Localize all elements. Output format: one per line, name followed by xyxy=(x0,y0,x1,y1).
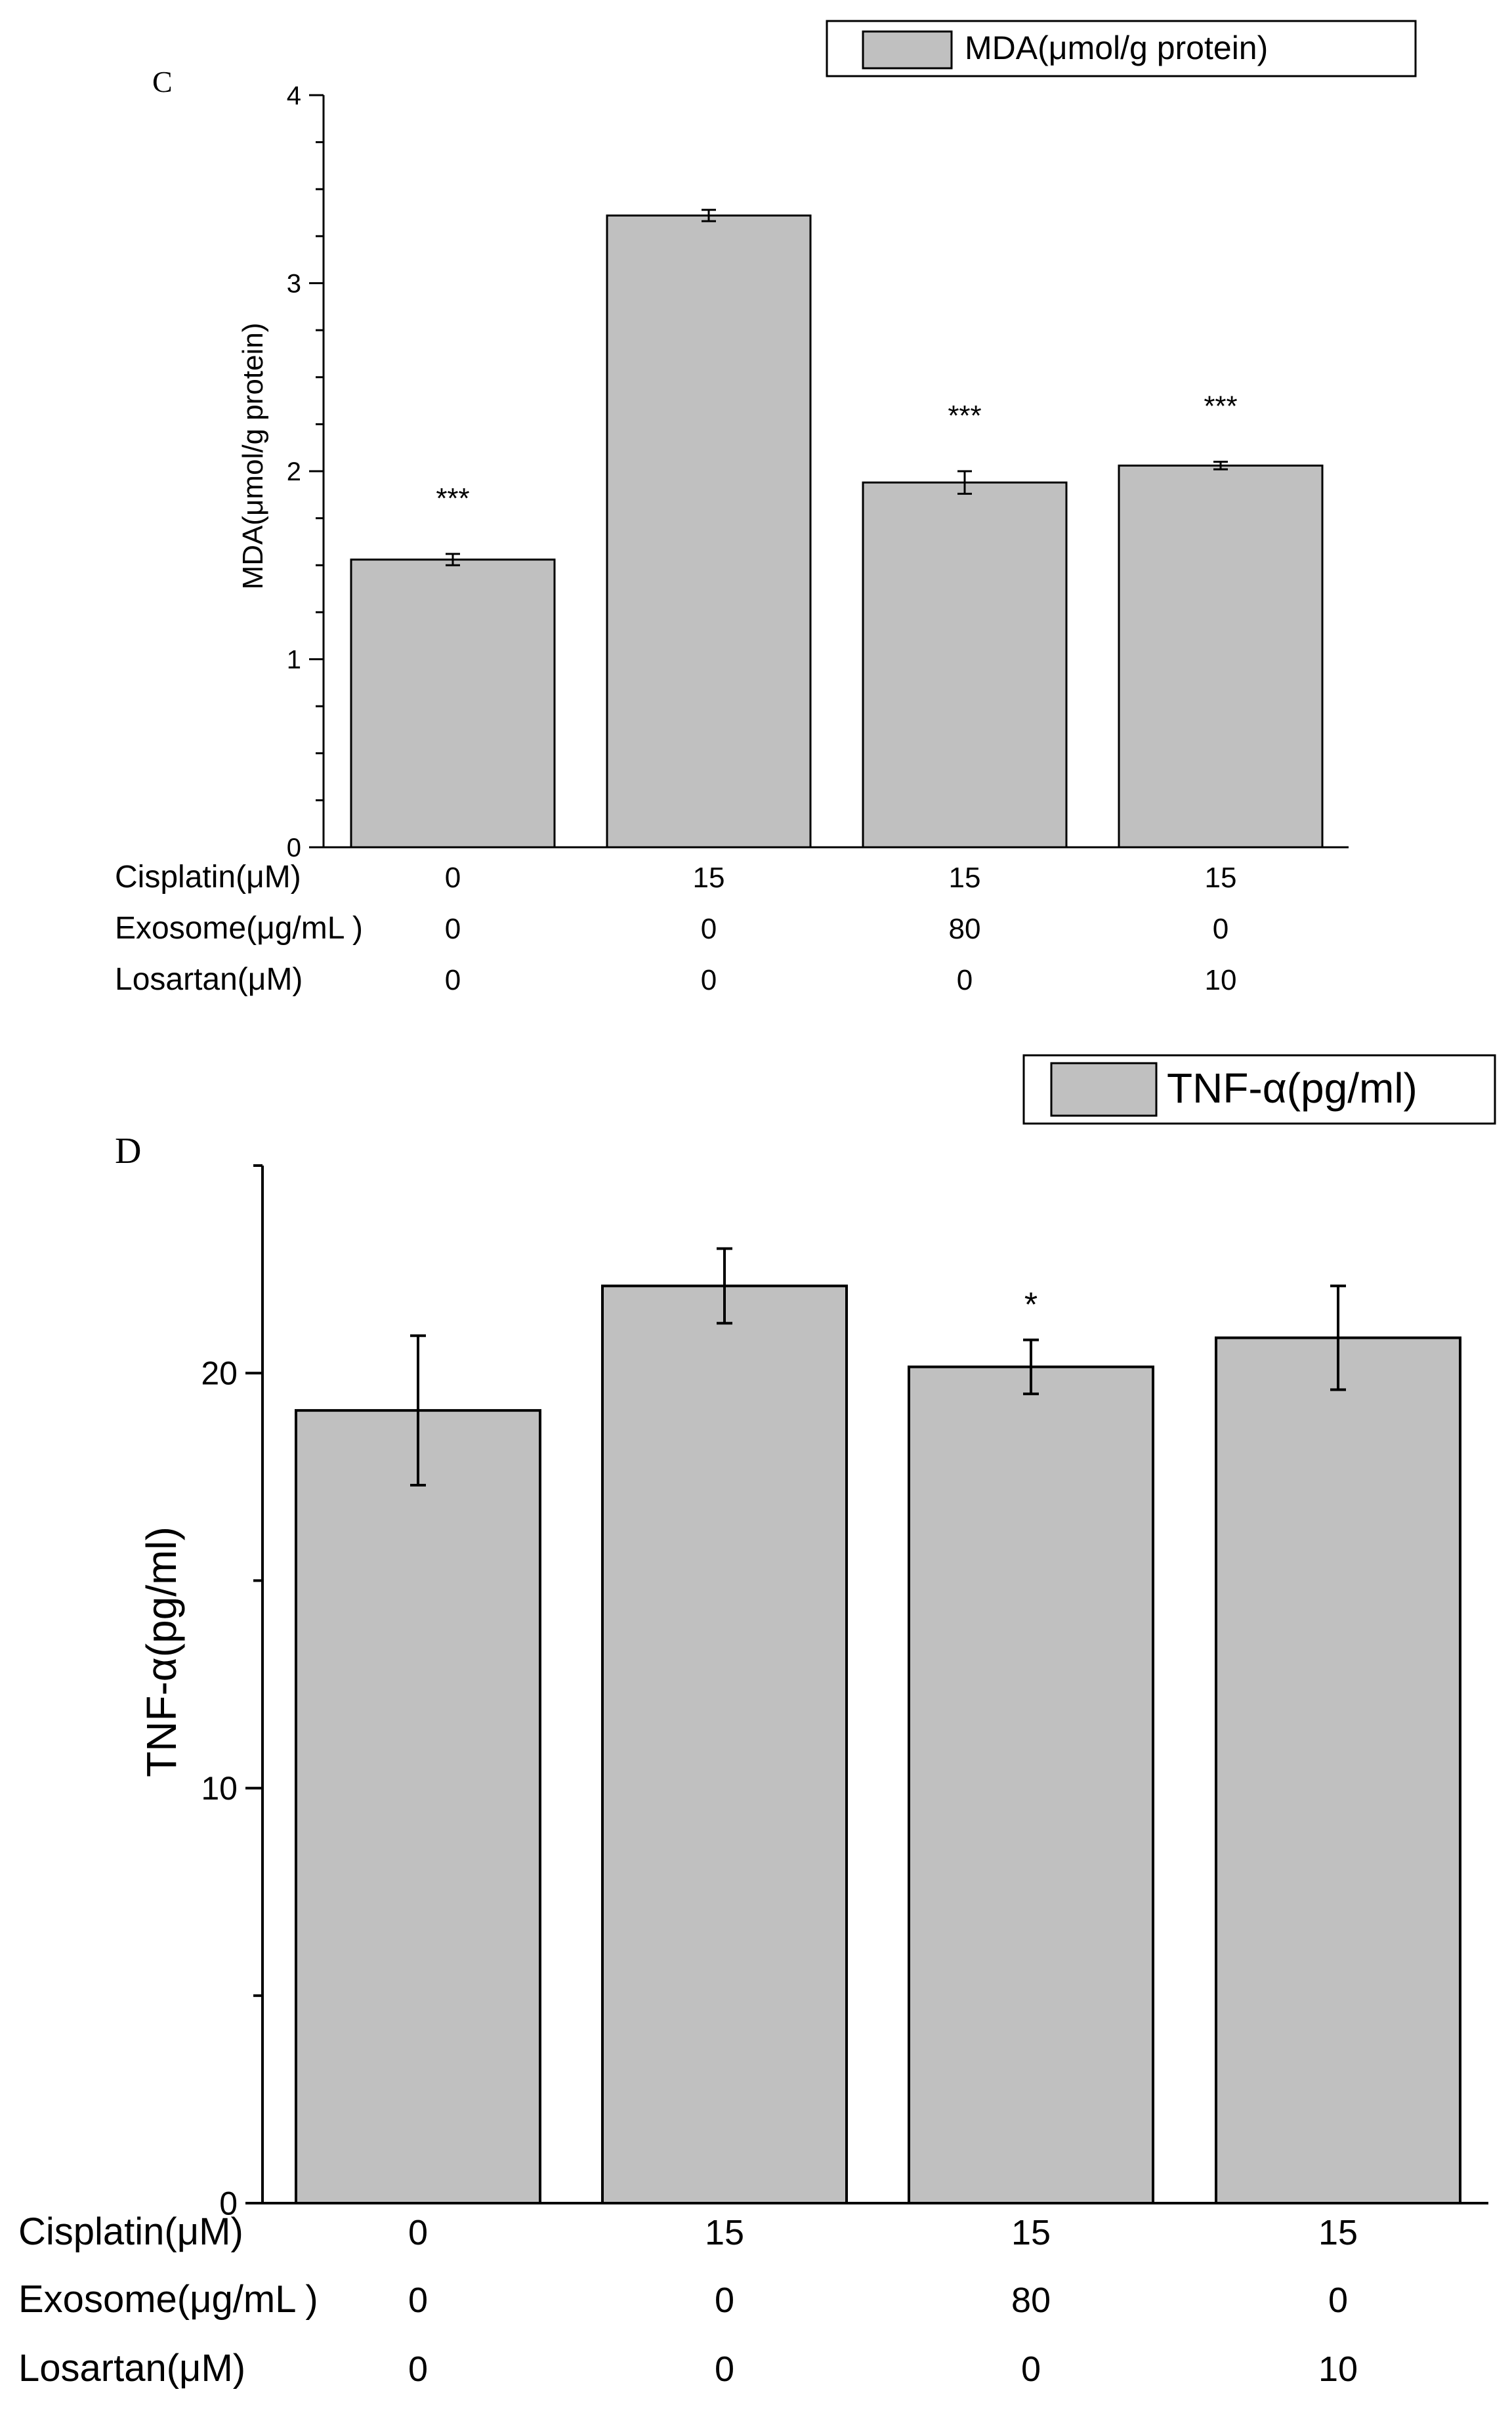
panel-d-y-axis-label: TNF-α(pg/ml) xyxy=(138,1527,185,1777)
panel-c-y-axis-label: MDA(μmol/g protein) xyxy=(237,323,269,590)
treatment-value: 0 xyxy=(445,913,461,945)
bar-4 xyxy=(1118,464,1324,849)
y-tick-label: 3 xyxy=(287,270,301,299)
treatment-value: 15 xyxy=(693,862,725,894)
treatment-value: 0 xyxy=(408,2213,428,2252)
treatment-value: 15 xyxy=(1205,862,1237,894)
significance-mark-3: * xyxy=(1024,1286,1038,1324)
significance-mark-1: *** xyxy=(436,482,469,515)
panel-c-legend-text: MDA(μmol/g protein) xyxy=(965,30,1268,66)
treatment-value: 0 xyxy=(445,862,461,894)
treatment-value: 0 xyxy=(1328,2281,1348,2320)
bar-2 xyxy=(606,214,812,849)
treatment-value: 0 xyxy=(445,964,461,996)
y-tick-label: 2 xyxy=(287,457,301,486)
significance-mark-4: *** xyxy=(1204,390,1237,423)
treatment-value: 0 xyxy=(408,2281,428,2320)
y-tick-label: 20 xyxy=(201,1355,238,1392)
treatment-value: 80 xyxy=(949,913,981,945)
treatment-value: 0 xyxy=(1021,2349,1041,2389)
panel-d-legend: TNF-α(pg/ml) xyxy=(1022,1054,1496,1125)
panel-c-treatment-table: Cisplatin(μM) 0 15 15 15 Exosome(μg/mL ) 0 0 80 0… xyxy=(115,860,1236,997)
treatment-row-label: Exosome(μg/mL ) xyxy=(115,911,363,946)
treatment-row-label: Losartan(μM) xyxy=(115,962,303,997)
treatment-value: 15 xyxy=(949,862,981,894)
bar-3 xyxy=(908,1365,1154,2205)
error-bar-4 xyxy=(1330,1284,1346,1391)
panel-c-y-tick-labels: 0 1 2 3 4 xyxy=(287,81,301,862)
panel-d-treatment-table: Cisplatin(μM) 0 15 15 15 Exosome(μg/mL ) 0 0 80 0… xyxy=(18,2210,1358,2390)
panel-c-bars xyxy=(350,214,1324,849)
panel-d-legend-text: TNF-α(pg/ml) xyxy=(1167,1064,1418,1112)
treatment-value: 10 xyxy=(1205,964,1237,996)
treatment-value: 0 xyxy=(957,964,973,996)
treatment-value: 10 xyxy=(1318,2349,1358,2389)
bar-1 xyxy=(295,1409,541,2204)
y-tick-label: 1 xyxy=(287,646,301,675)
panel-d-label: D xyxy=(115,1131,141,1171)
panel-d-significance-marks: * xyxy=(1024,1286,1038,1324)
panel-c-axes xyxy=(309,94,1349,849)
treatment-value: 0 xyxy=(701,913,717,945)
panel-d-error-bars xyxy=(410,1247,1346,1486)
treatment-row-label: Cisplatin(μM) xyxy=(115,860,301,895)
treatment-value: 0 xyxy=(715,2349,734,2389)
panel-c-legend: MDA(μmol/g protein) xyxy=(826,20,1417,77)
treatment-value: 15 xyxy=(705,2213,744,2252)
panel-c-significance-marks: *** *** *** xyxy=(436,390,1237,515)
bar-1 xyxy=(350,558,556,849)
treatment-row-label: Cisplatin(μM) xyxy=(18,2210,243,2253)
significance-mark-3: *** xyxy=(948,400,981,432)
panel-c-mda-chart: C MDA(μmol/g protein) MDA(μmol/g protein… xyxy=(115,20,1417,997)
panel-d-legend-swatch xyxy=(1050,1062,1158,1117)
panel-d-axes xyxy=(245,1164,1488,2204)
panel-c-error-bars xyxy=(446,209,1228,566)
treatment-row-label: Losartan(μM) xyxy=(18,2347,245,2390)
y-tick-label: 0 xyxy=(287,833,301,862)
error-bar-1 xyxy=(446,553,460,566)
panel-c-label: C xyxy=(152,65,173,98)
bar-2 xyxy=(601,1284,848,2204)
error-bar-3 xyxy=(957,470,972,495)
error-bar-4 xyxy=(1213,461,1228,471)
y-tick-label: 4 xyxy=(287,81,301,110)
treatment-row-label: Exosome(μg/mL ) xyxy=(18,2278,318,2321)
panel-d-bars xyxy=(295,1284,1461,2205)
y-tick-label: 0 xyxy=(219,2185,238,2222)
error-bar-1 xyxy=(410,1334,426,1486)
error-bar-2 xyxy=(717,1247,732,1325)
bar-3 xyxy=(862,481,1068,849)
panel-c-legend-swatch xyxy=(862,30,953,70)
treatment-value: 15 xyxy=(1318,2213,1358,2252)
y-tick-label: 10 xyxy=(201,1770,238,1807)
panel-d-tnf-chart: D TNF-α(pg/ml) TNF-α(pg/ml) * 0 10 20 Cisp… xyxy=(18,1054,1496,2390)
treatment-value: 0 xyxy=(715,2281,734,2320)
bar-4 xyxy=(1215,1336,1461,2204)
treatment-value: 80 xyxy=(1011,2281,1051,2320)
treatment-value: 15 xyxy=(1011,2213,1051,2252)
treatment-value: 0 xyxy=(701,964,717,996)
panel-d-y-tick-labels: 0 10 20 xyxy=(201,1355,238,2222)
treatment-value: 0 xyxy=(1213,913,1228,945)
error-bar-2 xyxy=(702,209,716,222)
treatment-value: 0 xyxy=(408,2349,428,2389)
error-bar-3 xyxy=(1023,1338,1039,1395)
